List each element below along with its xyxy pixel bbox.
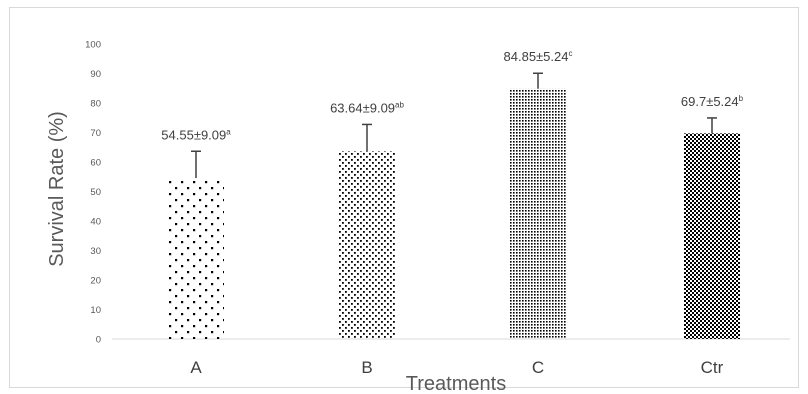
- error-bar: [191, 150, 201, 179]
- data-label: 63.64±9.09ab: [330, 100, 404, 115]
- category-label: A: [190, 358, 202, 377]
- y-tick-label: 80: [90, 99, 101, 110]
- category-label: Ctr: [701, 358, 724, 377]
- data-label: 69.7±5.24b: [681, 94, 744, 109]
- bar-c: [510, 88, 566, 339]
- data-label: 54.55±9.09a: [161, 127, 231, 142]
- y-tick-label: 50: [90, 187, 101, 198]
- y-tick-labels: 0 10 20 30 40 50 60 70 80 90 100: [85, 40, 101, 346]
- x-axis-title: Treatments: [406, 373, 506, 394]
- y-axis-title: Survival Rate (%): [46, 111, 68, 267]
- y-tick-label: 20: [90, 276, 101, 287]
- error-bar: [362, 123, 372, 152]
- y-tick-label: 30: [90, 246, 101, 257]
- error-bars: [191, 72, 717, 179]
- y-tick-label: 0: [96, 335, 101, 346]
- y-tick-label: 70: [90, 128, 101, 139]
- y-tick-label: 60: [90, 158, 101, 169]
- bar-b: [339, 151, 395, 339]
- bars: [168, 88, 740, 339]
- chart-frame: [9, 7, 799, 388]
- error-bar: [533, 72, 543, 89]
- y-tick-label: 40: [90, 217, 101, 228]
- bar-ctr: [684, 133, 740, 339]
- y-tick-label: 100: [85, 40, 101, 51]
- category-labels: A B C Ctr: [190, 358, 723, 377]
- category-label: C: [532, 358, 544, 377]
- y-tick-label: 90: [90, 69, 101, 80]
- data-labels: 54.55±9.09a 63.64±9.09ab 84.85±5.24c 69.7±5…: [161, 49, 743, 142]
- category-label: B: [361, 358, 372, 377]
- bar-a: [168, 178, 224, 339]
- error-bar: [707, 117, 717, 134]
- data-label: 84.85±5.24c: [504, 49, 573, 64]
- y-tick-label: 10: [90, 305, 101, 316]
